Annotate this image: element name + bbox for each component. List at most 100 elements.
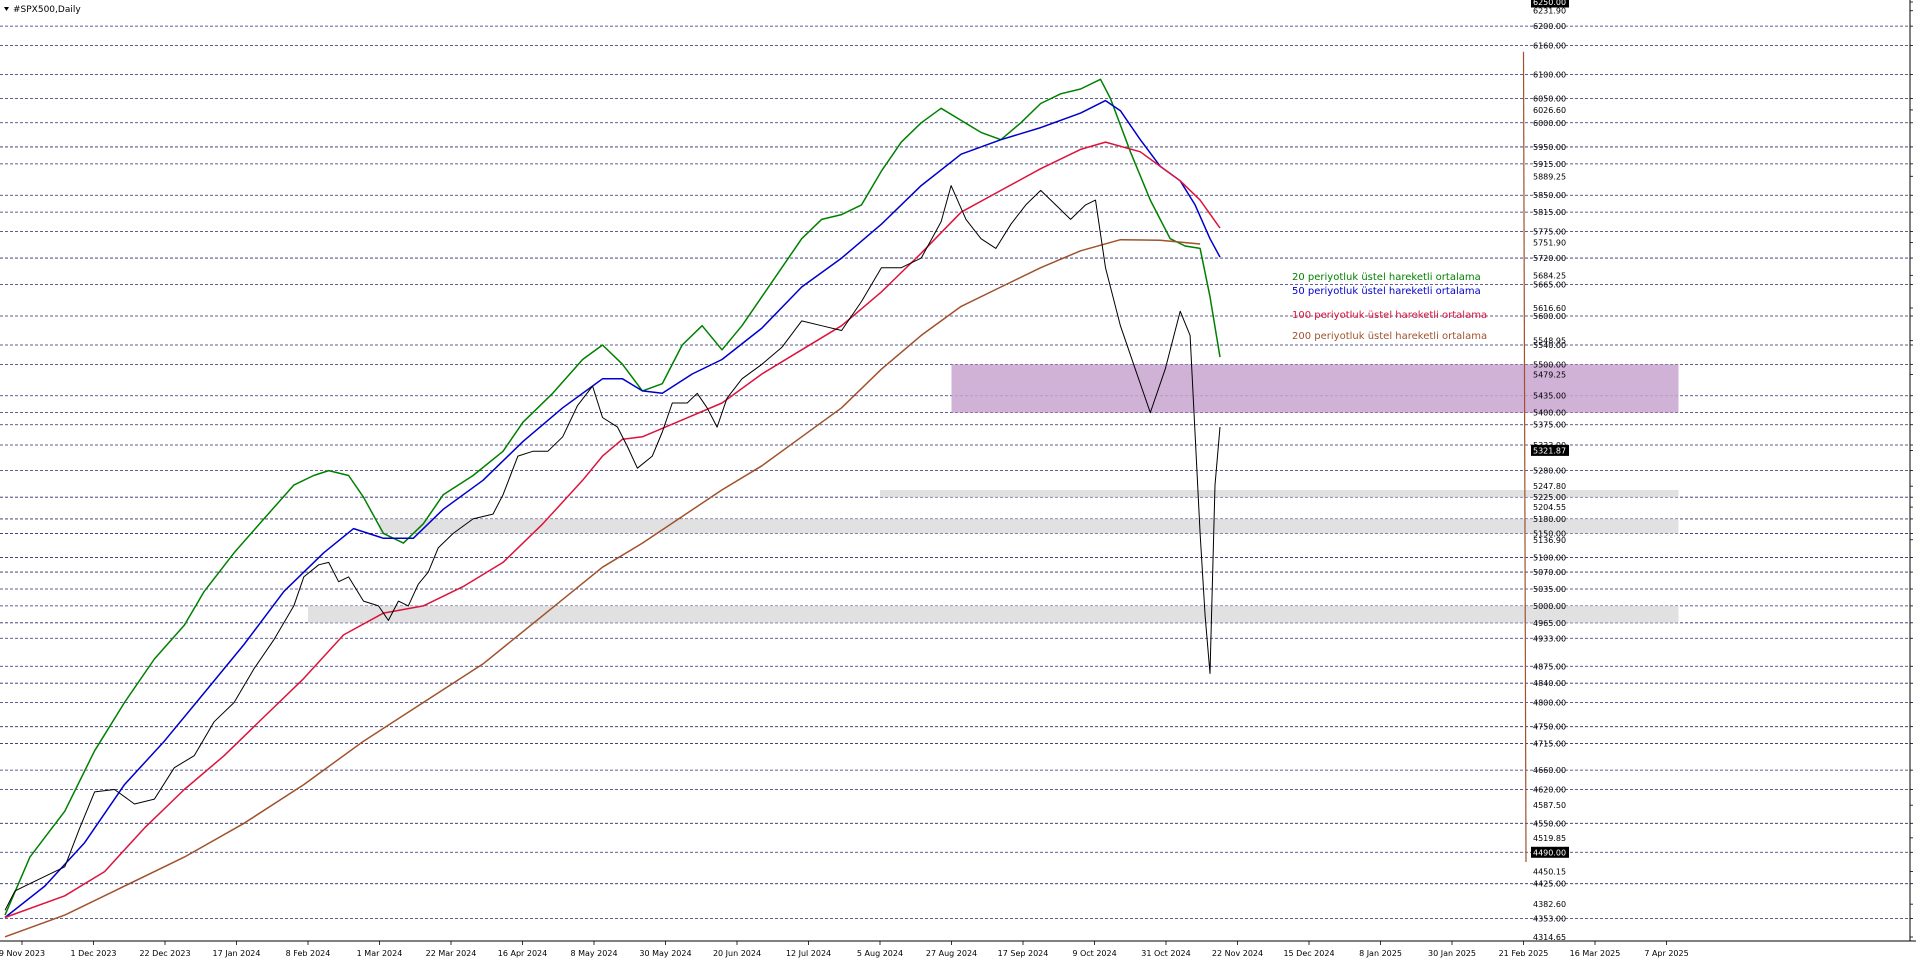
trendline[interactable] [1522,51,1527,862]
price-label-36: 5100.00 [1533,554,1566,563]
legend-item-3: 200 periyotluk üstel hareketli ortalama [1292,331,1487,342]
date-label-18: 15 Dec 2024 [1283,949,1334,958]
price-label-25: 5400.00 [1533,409,1566,418]
price-label-10: 5889.25 [1533,172,1566,181]
legend-item-1: 50 periyotluk üstel hareketli ortalama [1292,286,1481,297]
price-label-47: 4660.00 [1533,766,1566,775]
price-label-28: 5321.87 [1533,446,1566,455]
price-label-55: 4382.60 [1533,900,1566,909]
price-label-52: 4490.00 [1533,848,1566,857]
support-resistance-zones [308,364,1679,623]
ema-line-2 [4,141,1221,919]
date-label-13: 27 Aug 2024 [926,949,977,958]
price-label-26: 5375.00 [1533,421,1566,430]
price-label-box-28 [1531,444,1569,456]
price-label-13: 5775.00 [1533,227,1566,236]
trendline-group [1522,51,1527,862]
series-lines [4,78,1221,938]
price-label-5: 6050.00 [1533,95,1566,104]
zone-0 [951,364,1679,413]
price-label-33: 5180.00 [1533,515,1566,524]
price-label-20: 5548.95 [1533,337,1566,346]
price-label-24: 5435.00 [1533,392,1566,401]
price-label-42: 4875.00 [1533,662,1566,671]
price-line [4,185,1221,911]
price-label-box-0 [1531,0,1569,8]
date-label-21: 21 Feb 2025 [1499,949,1549,958]
price-label-17: 5665.00 [1533,281,1566,290]
price-label-2: 6200.00 [1533,22,1566,31]
price-label-43: 4840.00 [1533,679,1566,688]
date-label-23: 7 Apr 2025 [1644,949,1688,958]
price-label-7: 6000.00 [1533,119,1566,128]
price-label-40: 4965.00 [1533,619,1566,628]
price-label-39: 5000.00 [1533,602,1566,611]
price-label-6: 6026.60 [1533,106,1566,115]
price-label-4: 6100.00 [1533,70,1566,79]
legend: 20 periyotluk üstel hareketli ortalama 50… [1292,272,1487,342]
price-label-31: 5225.00 [1533,493,1566,502]
price-label-41: 4933.00 [1533,634,1566,643]
date-label-20: 30 Jan 2025 [1428,949,1476,958]
zone-3 [308,605,1679,623]
date-label-10: 20 Jun 2024 [713,949,761,958]
date-label-14: 17 Sep 2024 [998,949,1049,958]
price-label-14: 5751.90 [1533,239,1566,248]
date-label-15: 9 Oct 2024 [1072,949,1116,958]
price-label-49: 4587.50 [1533,801,1566,810]
price-label-23: 5479.25 [1533,370,1566,379]
price-label-46: 4715.00 [1533,740,1566,749]
price-label-57: 4314.65 [1533,933,1566,942]
date-label-8: 8 May 2024 [570,949,617,958]
price-label-0: 6250.00 [1533,0,1566,7]
chart-title: #SPX500,Daily [13,5,81,15]
price-label-15: 5720.00 [1533,254,1566,263]
price-label-21: 5540.00 [1533,341,1566,350]
price-label-48: 4620.00 [1533,785,1566,794]
price-label-16: 5684.25 [1533,271,1566,280]
price-label-51: 4519.85 [1533,834,1566,843]
price-label-11: 5850.00 [1533,191,1566,200]
ema-line-3 [4,238,1201,938]
price-label-54: 4425.00 [1533,880,1566,889]
date-label-9: 30 May 2024 [639,949,691,958]
price-label-8: 5950.00 [1533,143,1566,152]
price-label-9: 5915.00 [1533,160,1566,169]
price-label-22: 5500.00 [1533,360,1566,369]
ema-line-0 [4,78,1221,916]
price-label-50: 4550.00 [1533,819,1566,828]
date-label-16: 31 Oct 2024 [1141,949,1190,958]
date-label-12: 5 Aug 2024 [857,949,903,958]
zone-2 [379,518,1679,534]
price-label-18: 5616.60 [1533,304,1566,313]
price-label-12: 5815.00 [1533,208,1566,217]
date-label-19: 8 Jan 2025 [1359,949,1402,958]
date-label-1: 1 Dec 2023 [70,949,116,958]
chart-header: #SPX500,Daily [4,5,81,15]
date-label-7: 16 Apr 2024 [498,949,547,958]
legend-item-2: 100 periyotluk üstel hareketli ortalama [1292,310,1487,321]
price-label-35: 5136.90 [1533,536,1566,545]
price-label-38: 5035.00 [1533,585,1566,594]
zone-1 [880,489,1679,498]
price-label-29: 5280.00 [1533,467,1566,476]
ema-line-1 [4,99,1221,919]
price-label-44: 4800.00 [1533,699,1566,708]
price-label-34: 5150.00 [1533,529,1566,538]
price-label-box-52 [1531,846,1569,858]
date-label-6: 22 Mar 2024 [426,949,477,958]
date-label-17: 22 Nov 2024 [1212,949,1263,958]
price-label-45: 4750.00 [1533,723,1566,732]
date-label-22: 16 Mar 2025 [1570,949,1621,958]
date-label-5: 1 Mar 2024 [357,949,403,958]
price-label-3: 6160.00 [1533,41,1566,50]
date-label-11: 12 Jul 2024 [786,949,831,958]
price-label-1: 6231.90 [1533,7,1566,16]
chevron-down-icon[interactable] [4,7,9,11]
price-label-37: 5070.00 [1533,568,1566,577]
price-label-32: 5204.55 [1533,503,1566,512]
